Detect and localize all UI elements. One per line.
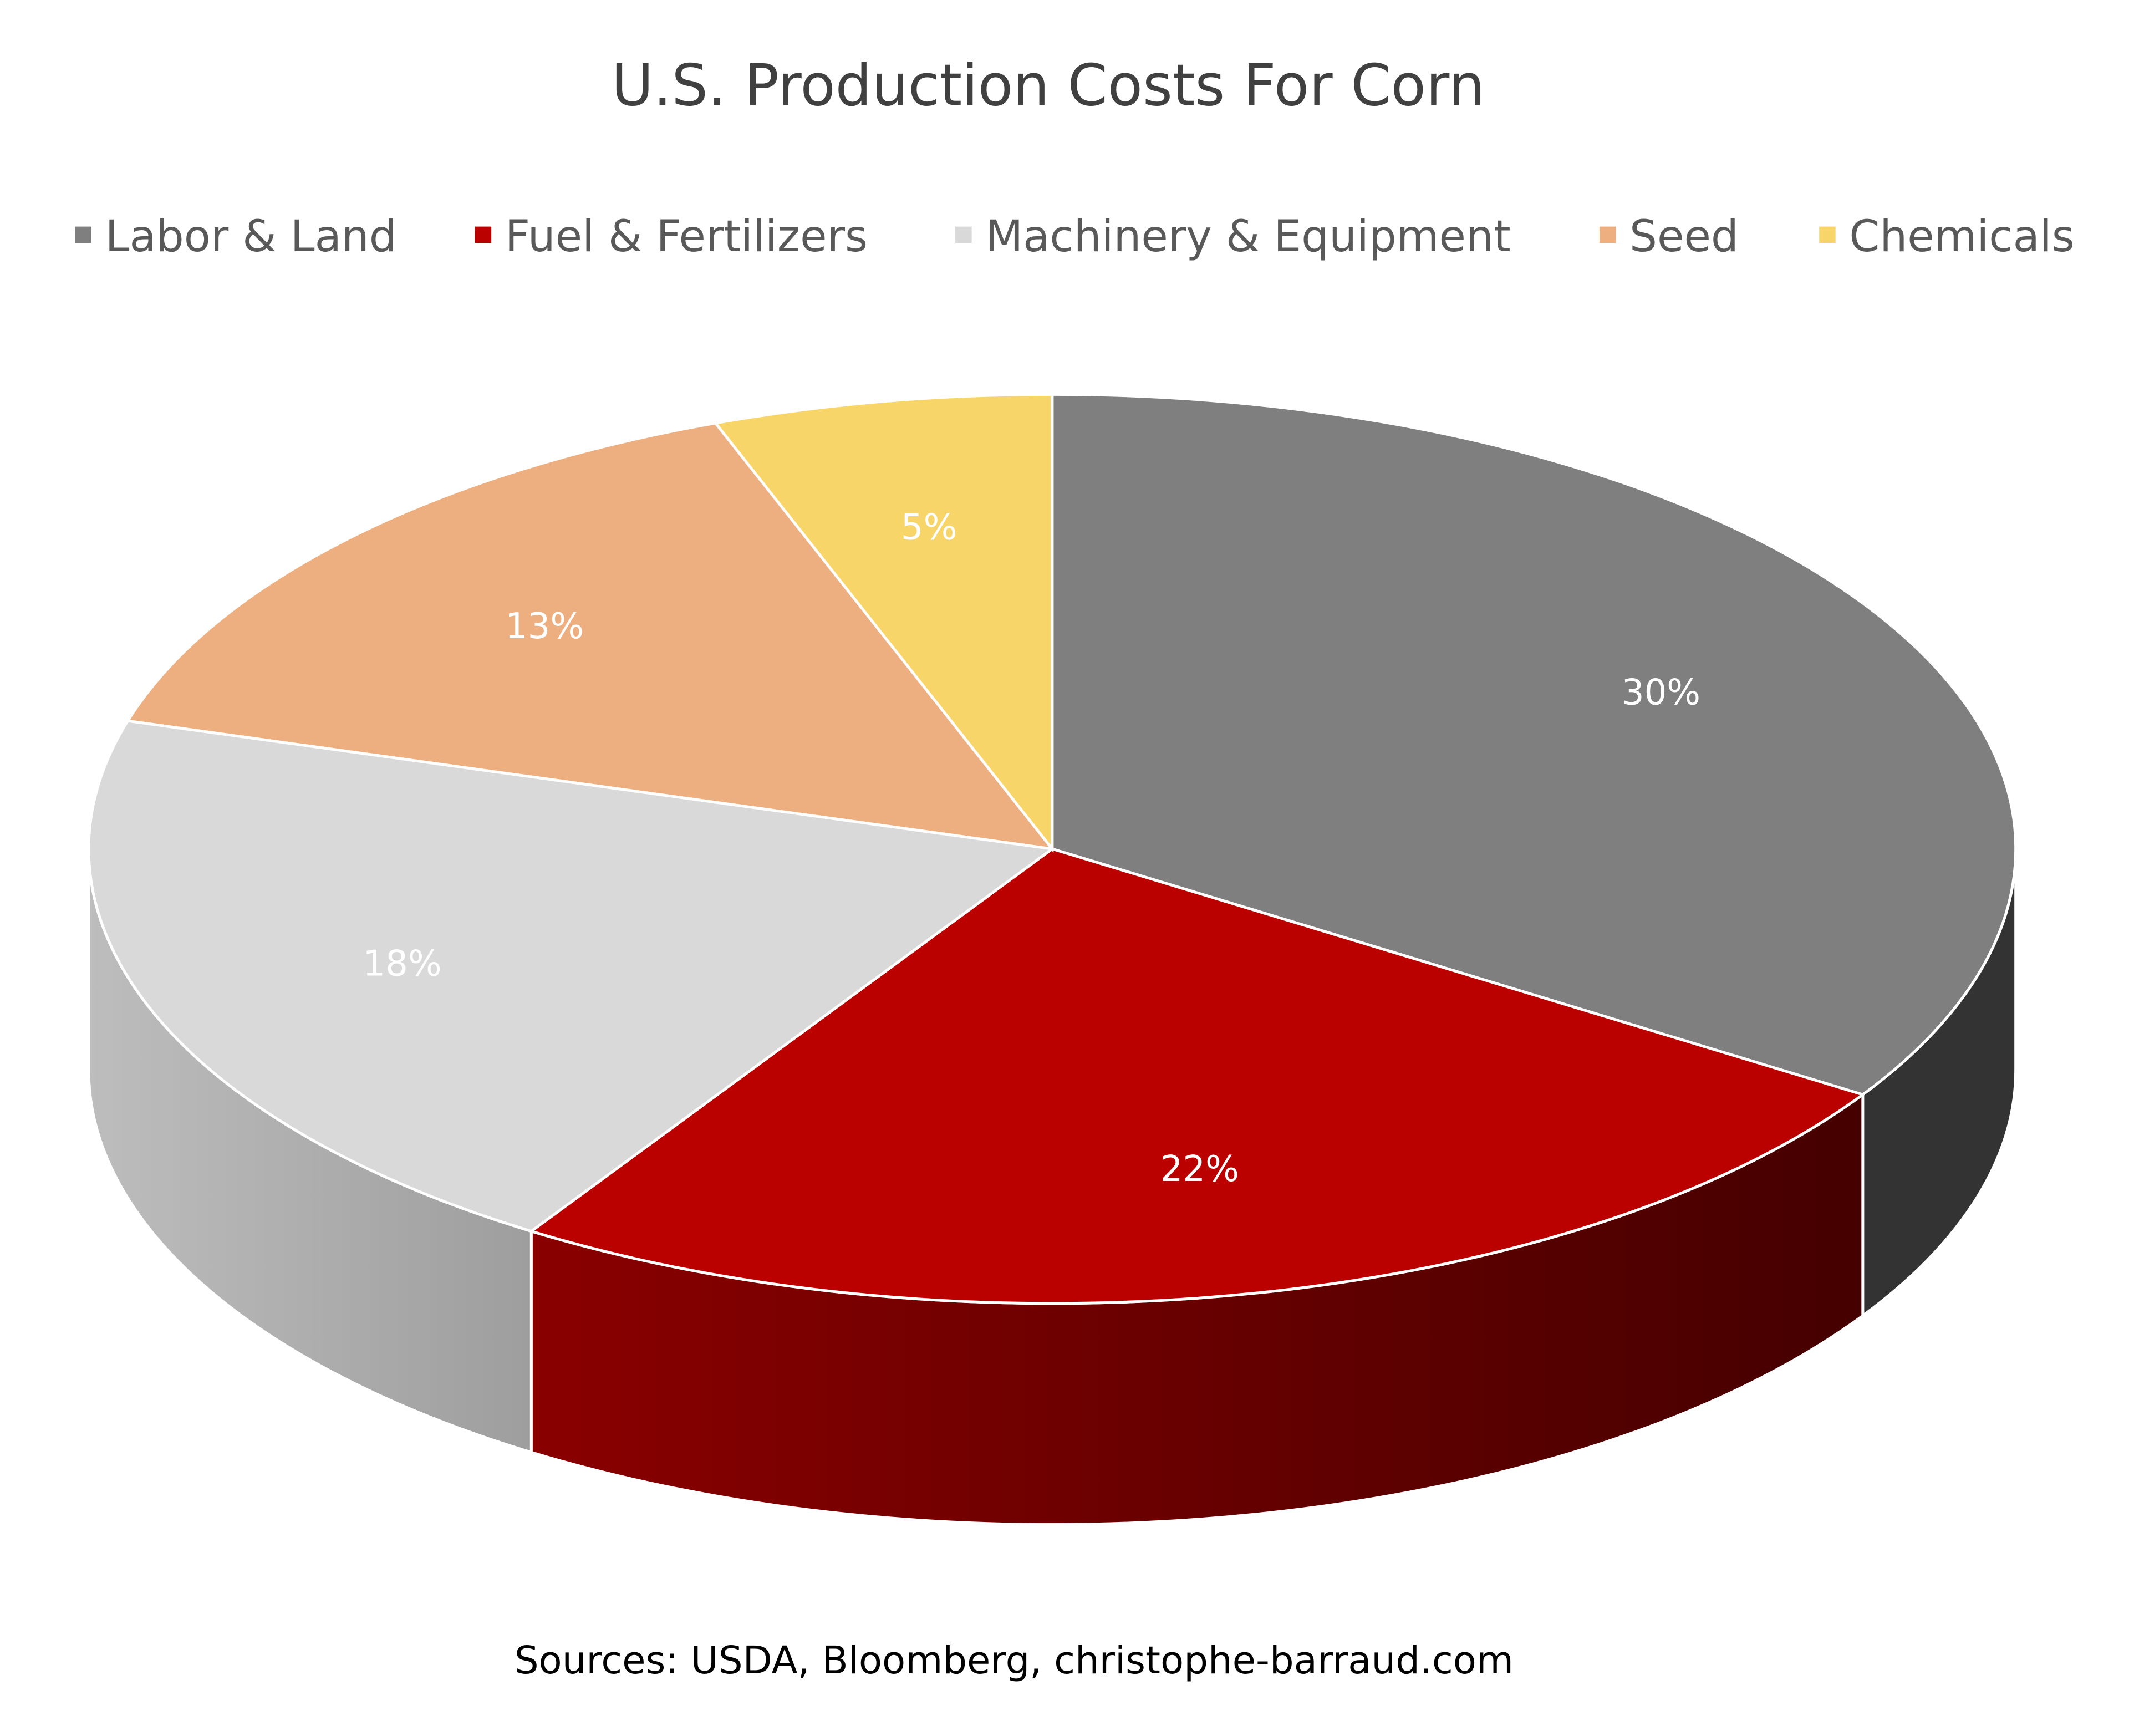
- legend-swatch-labor-land: [75, 226, 91, 243]
- legend-swatch-chemicals: [1819, 226, 1836, 243]
- legend-swatch-fuel-fertilizers: [475, 226, 492, 243]
- legend-label-chemicals: Chemicals: [1849, 211, 2074, 262]
- slice-seed[interactable]: [125, 421, 1056, 851]
- legend-swatch-seed: [1599, 226, 1616, 243]
- slice-fuel-fertilizers[interactable]: [528, 847, 1866, 1305]
- legend: Labor & Land Fuel & Fertilizers Machinery …: [75, 211, 2075, 262]
- slice-labor-land[interactable]: [1051, 393, 2018, 1096]
- data-label-seed: 13%: [505, 606, 584, 647]
- pie-slices: [87, 393, 2018, 1305]
- chart-title: U.S. Production Costs For Corn: [612, 53, 1485, 119]
- source-note: Sources: USDA, Bloomberg, christophe-bar…: [515, 1638, 1514, 1683]
- data-label-fuel-fertilizers: 22%: [1160, 1149, 1239, 1190]
- slice-chemicals[interactable]: [713, 393, 1054, 853]
- slice-machinery-equipment[interactable]: [87, 719, 1056, 1233]
- data-label-chemicals: 5%: [901, 507, 957, 548]
- legend-swatch-machinery-equipment: [955, 226, 972, 243]
- data-label-labor-land: 30%: [1622, 672, 1700, 713]
- data-labels: 30% 22% 18% 13% 5%: [363, 507, 1700, 1189]
- legend-label-fuel-fertilizers: Fuel & Fertilizers: [505, 211, 868, 262]
- legend-label-machinery-equipment: Machinery & Equipment: [985, 211, 1511, 262]
- legend-label-seed: Seed: [1629, 211, 1739, 262]
- data-label-machinery-equipment: 18%: [363, 943, 441, 984]
- legend-label-labor-land: Labor & Land: [105, 211, 397, 262]
